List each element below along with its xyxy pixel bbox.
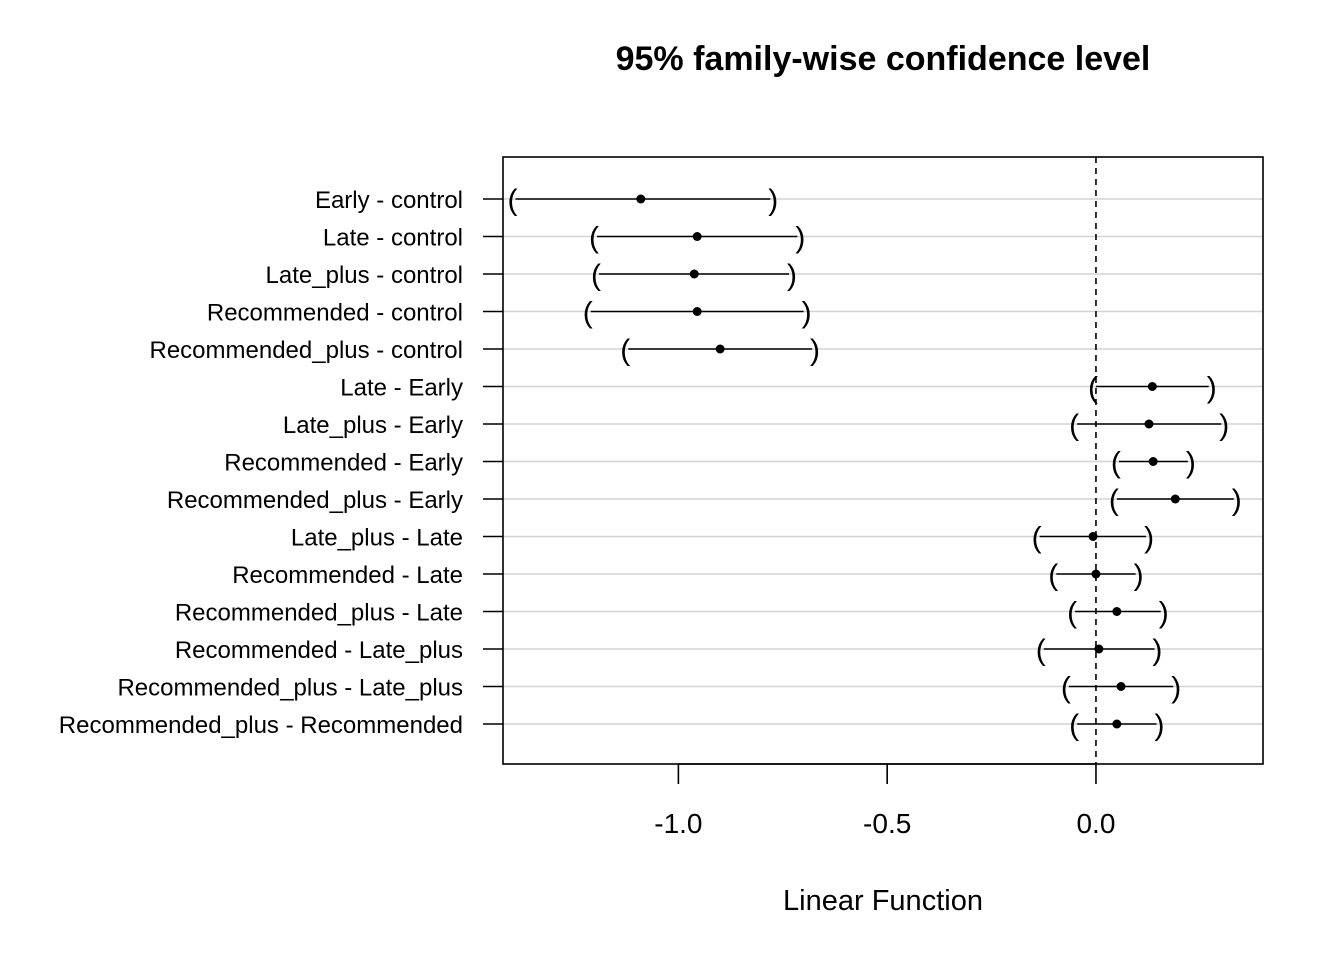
- point-estimate: [692, 232, 702, 241]
- ci-upper-cap: ): [802, 297, 812, 330]
- y-tick-label: Recommended_plus - control: [150, 337, 464, 364]
- point-estimate: [1091, 569, 1101, 579]
- x-axis-label: Linear Function: [783, 885, 983, 917]
- point-estimate: [1144, 419, 1154, 429]
- ci-lower-cap: (: [1036, 634, 1046, 667]
- ci-upper-cap: ): [1134, 559, 1144, 592]
- ci-lower-cap: (: [1088, 372, 1098, 405]
- ci-upper-cap: ): [1219, 409, 1229, 442]
- point-estimate: [1148, 457, 1158, 466]
- ci-lower-cap: (: [589, 222, 599, 255]
- y-tick-label: Recommended_plus - Early: [167, 487, 463, 514]
- point-estimate: [715, 344, 725, 354]
- chart-title: 95% family-wise confidence level: [616, 40, 1151, 78]
- ci-lower-cap: (: [1061, 672, 1071, 705]
- ci-upper-cap: ): [787, 259, 797, 292]
- point-estimate: [1112, 607, 1122, 616]
- ci-lower-cap: (: [1067, 597, 1077, 630]
- ci-lower-cap: (: [620, 334, 630, 367]
- y-tick-label: Recommended_plus - Late_plus: [117, 675, 463, 702]
- y-tick-label: Late_plus - control: [266, 262, 463, 289]
- y-axis: Early - control Late - control Late_plus -…: [59, 187, 503, 739]
- y-tick-label: Recommended_plus - Recommended: [59, 712, 463, 739]
- x-axis: -1.0 -0.5 0.0: [654, 763, 1115, 839]
- intervals: () () () () () () () () () () () () () () (): [508, 184, 1242, 742]
- point-estimate: [1112, 719, 1122, 729]
- ci-upper-cap: ): [1159, 597, 1169, 630]
- point-estimate: [692, 307, 702, 316]
- y-tick-label: Recommended - control: [207, 300, 463, 327]
- ci-upper-cap: ): [768, 184, 778, 217]
- ci-lower-cap: (: [508, 184, 518, 217]
- x-tick-label: 0.0: [1076, 808, 1115, 839]
- y-tick-label: Late - Early: [340, 375, 463, 402]
- ci-upper-cap: ): [1186, 447, 1196, 480]
- y-tick-label: Recommended - Early: [224, 450, 463, 477]
- point-estimate: [1147, 382, 1157, 391]
- ci-upper-cap: ): [1232, 484, 1242, 517]
- y-tick-label: Recommended_plus - Late: [175, 600, 463, 627]
- ci-lower-cap: (: [1069, 709, 1079, 742]
- ci-upper-cap: ): [1171, 672, 1181, 705]
- y-tick-label: Early - control: [315, 187, 463, 214]
- ci-upper-cap: ): [1155, 709, 1165, 742]
- point-estimate: [689, 269, 699, 279]
- y-tick-label: Late_plus - Early: [283, 412, 463, 439]
- ci-upper-cap: ): [1207, 372, 1217, 405]
- ci-upper-cap: ): [1144, 522, 1154, 555]
- ci-lower-cap: (: [1109, 484, 1119, 517]
- y-tick-label: Recommended - Late_plus: [175, 637, 463, 664]
- ci-lower-cap: (: [1032, 522, 1042, 555]
- ci-upper-cap: ): [795, 222, 805, 255]
- point-estimate: [636, 194, 646, 204]
- point-estimate: [1088, 532, 1098, 541]
- x-tick-label: -1.0: [654, 808, 702, 839]
- x-tick-label: -0.5: [863, 808, 911, 839]
- ci-lower-cap: (: [583, 297, 593, 330]
- ci-lower-cap: (: [1048, 559, 1058, 592]
- y-tick-label: Recommended - Late: [232, 562, 463, 589]
- ci-lower-cap: (: [1111, 447, 1121, 480]
- y-tick-label: Late_plus - Late: [291, 525, 463, 552]
- point-estimate: [1116, 682, 1126, 691]
- ci-upper-cap: ): [810, 334, 820, 367]
- point-estimate: [1170, 494, 1180, 504]
- ci-upper-cap: ): [1152, 634, 1162, 667]
- y-tick-label: Late - control: [323, 225, 463, 252]
- ci-lower-cap: (: [591, 259, 601, 292]
- ci-lower-cap: (: [1069, 409, 1079, 442]
- point-estimate: [1094, 644, 1104, 654]
